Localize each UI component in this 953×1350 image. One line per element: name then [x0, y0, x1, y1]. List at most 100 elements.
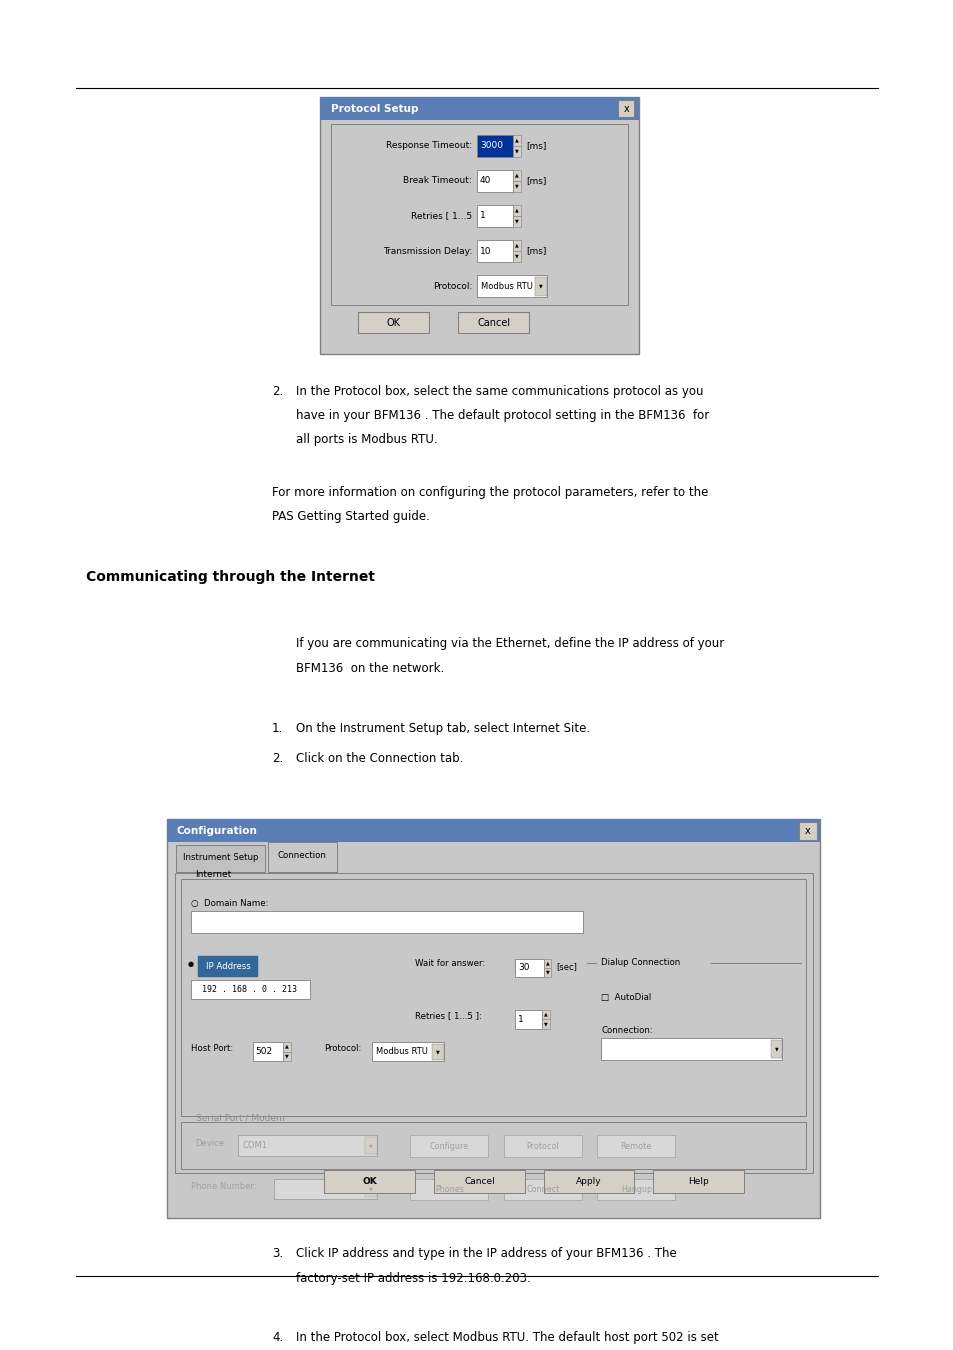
Text: ▲: ▲	[543, 1011, 547, 1017]
Text: factory-set IP address is 192.168.0.203.: factory-set IP address is 192.168.0.203.	[295, 1272, 530, 1285]
Text: [ms]: [ms]	[526, 247, 546, 255]
FancyBboxPatch shape	[274, 1179, 376, 1199]
Text: Phones: Phones	[435, 1185, 463, 1193]
Text: Transmission Delay:: Transmission Delay:	[382, 247, 472, 255]
FancyBboxPatch shape	[457, 312, 529, 333]
FancyBboxPatch shape	[515, 958, 543, 977]
Text: [sec]: [sec]	[556, 963, 577, 971]
FancyBboxPatch shape	[319, 97, 639, 354]
FancyBboxPatch shape	[543, 1170, 634, 1193]
FancyBboxPatch shape	[176, 845, 265, 872]
FancyBboxPatch shape	[513, 216, 520, 227]
FancyBboxPatch shape	[513, 251, 520, 262]
FancyBboxPatch shape	[476, 205, 513, 227]
Text: Protocol:: Protocol:	[324, 1045, 361, 1053]
Text: [ms]: [ms]	[526, 177, 546, 185]
Text: ▼: ▼	[545, 969, 549, 975]
FancyBboxPatch shape	[410, 1179, 488, 1200]
Text: x: x	[804, 826, 810, 836]
Text: OK: OK	[362, 1177, 376, 1187]
FancyBboxPatch shape	[543, 968, 551, 977]
FancyBboxPatch shape	[331, 124, 627, 305]
Text: 2.: 2.	[272, 385, 283, 398]
Text: BFM136  on the network.: BFM136 on the network.	[295, 662, 443, 675]
Text: OK: OK	[386, 317, 400, 328]
FancyBboxPatch shape	[653, 1170, 743, 1193]
FancyBboxPatch shape	[513, 240, 520, 251]
Text: ▲: ▲	[515, 173, 518, 177]
FancyBboxPatch shape	[253, 1042, 283, 1061]
FancyBboxPatch shape	[181, 1122, 805, 1169]
Text: ○  Domain Name:: ○ Domain Name:	[191, 899, 268, 907]
Text: Modbus RTU: Modbus RTU	[480, 282, 532, 290]
Text: ▼: ▼	[369, 1187, 373, 1191]
Text: ▼: ▼	[515, 219, 518, 223]
FancyBboxPatch shape	[365, 1137, 376, 1154]
Text: Phone Number:: Phone Number:	[191, 1183, 256, 1191]
FancyBboxPatch shape	[476, 240, 513, 262]
Text: ▲: ▲	[515, 208, 518, 212]
Text: ▼: ▼	[538, 284, 542, 289]
Text: Serial Port / Modem: Serial Port / Modem	[195, 1114, 284, 1122]
FancyBboxPatch shape	[503, 1179, 581, 1200]
FancyBboxPatch shape	[543, 958, 551, 968]
Text: 192 . 168 . 0 . 213: 192 . 168 . 0 . 213	[202, 986, 297, 994]
Text: ▼: ▼	[515, 184, 518, 188]
Text: ▼: ▼	[436, 1049, 439, 1054]
Text: Protocol:: Protocol:	[433, 282, 472, 290]
Text: For more information on configuring the protocol parameters, refer to the: For more information on configuring the …	[272, 486, 707, 500]
Text: PAS Getting Started guide.: PAS Getting Started guide.	[272, 510, 429, 524]
FancyBboxPatch shape	[238, 1135, 376, 1156]
Text: Help: Help	[688, 1177, 708, 1187]
Text: □  AutoDial: □ AutoDial	[600, 994, 651, 1002]
Text: 2.: 2.	[272, 752, 283, 765]
Text: 30: 30	[517, 964, 529, 972]
Text: ▼: ▼	[515, 148, 518, 153]
Text: Modbus RTU: Modbus RTU	[375, 1048, 427, 1056]
FancyBboxPatch shape	[513, 146, 520, 157]
FancyBboxPatch shape	[268, 842, 336, 872]
Text: Cancel: Cancel	[476, 317, 510, 328]
Text: COM1: COM1	[242, 1141, 267, 1150]
Text: 1.: 1.	[272, 722, 283, 736]
Text: ▼: ▼	[543, 1021, 547, 1026]
FancyBboxPatch shape	[541, 1010, 549, 1019]
FancyBboxPatch shape	[372, 1042, 443, 1061]
FancyBboxPatch shape	[513, 205, 520, 216]
Text: 40: 40	[479, 177, 491, 185]
Text: Configure: Configure	[429, 1142, 469, 1150]
Text: [ms]: [ms]	[526, 142, 546, 150]
Text: ▼: ▼	[285, 1053, 289, 1058]
Text: Apply: Apply	[576, 1177, 601, 1187]
Text: Retries [ 1...5 ]:: Retries [ 1...5 ]:	[415, 1011, 481, 1019]
Text: Internet: Internet	[195, 871, 232, 879]
Text: ▲: ▲	[515, 243, 518, 247]
Text: 502: 502	[255, 1048, 273, 1056]
Text: Host Port:: Host Port:	[191, 1045, 233, 1053]
FancyBboxPatch shape	[410, 1135, 488, 1157]
FancyBboxPatch shape	[283, 1042, 291, 1052]
Text: Device:: Device:	[195, 1139, 227, 1147]
Text: Connection: Connection	[277, 852, 327, 860]
Text: Break Timeout:: Break Timeout:	[403, 177, 472, 185]
Text: 4.: 4.	[272, 1331, 283, 1345]
Text: 1: 1	[479, 212, 485, 220]
Text: have in your BFM136 . The default protocol setting in the BFM136  for: have in your BFM136 . The default protoc…	[295, 409, 708, 423]
FancyBboxPatch shape	[513, 135, 520, 146]
FancyBboxPatch shape	[167, 819, 820, 842]
Text: 10: 10	[479, 247, 491, 255]
FancyBboxPatch shape	[283, 1052, 291, 1061]
Text: On the Instrument Setup tab, select Internet Site.: On the Instrument Setup tab, select Inte…	[295, 722, 589, 736]
Text: all ports is Modbus RTU.: all ports is Modbus RTU.	[295, 433, 436, 447]
Text: Dialup Connection: Dialup Connection	[600, 958, 679, 967]
FancyBboxPatch shape	[618, 100, 634, 117]
Text: Retries [ 1...5: Retries [ 1...5	[411, 212, 472, 220]
FancyBboxPatch shape	[365, 1180, 376, 1197]
FancyBboxPatch shape	[597, 1179, 675, 1200]
Text: Cancel: Cancel	[463, 1177, 495, 1187]
FancyBboxPatch shape	[357, 312, 429, 333]
Text: ▼: ▼	[774, 1046, 778, 1052]
FancyBboxPatch shape	[541, 1019, 549, 1029]
Text: Hangup: Hangup	[620, 1185, 651, 1193]
FancyBboxPatch shape	[191, 980, 310, 999]
